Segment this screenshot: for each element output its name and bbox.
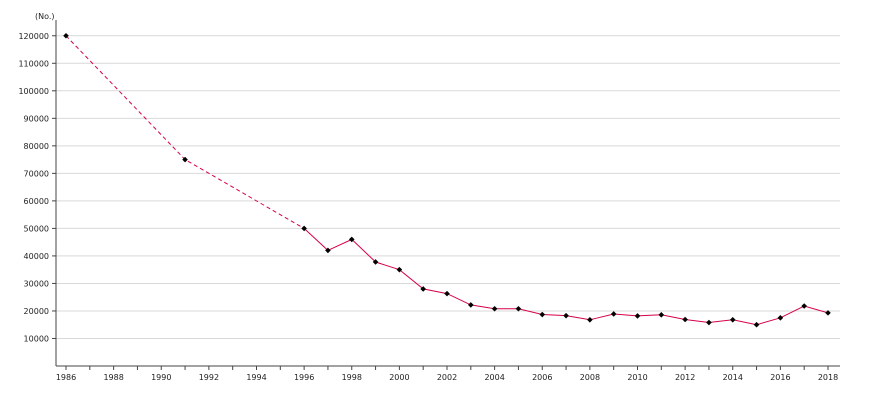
x-tick-labels: 1986 1988 1990 1992 1994 1996 1998 2000 2002 2004… — [56, 373, 838, 382]
y-tick-label: 20000 — [24, 307, 49, 316]
data-point-2015 — [753, 321, 760, 328]
series-lines — [65, 35, 829, 326]
x-tick-label: 2002 — [437, 373, 457, 382]
data-point-1998 — [348, 236, 355, 243]
data-point-2011 — [658, 312, 665, 318]
data-point-2014 — [729, 316, 736, 323]
x-tick-label: 1996 — [294, 373, 314, 382]
data-point-2009 — [610, 311, 617, 317]
x-tick-label: 2012 — [675, 373, 695, 382]
x-tick-label: 1994 — [246, 373, 266, 382]
y-tick-label: 100000 — [18, 87, 49, 96]
x-tick-label: 2000 — [389, 373, 409, 382]
data-point-2004 — [491, 305, 498, 312]
y-tick-label: 60000 — [24, 197, 49, 206]
y-tick-label: 70000 — [24, 169, 49, 178]
data-point-2018 — [825, 310, 831, 316]
x-tick-label: 2016 — [770, 373, 790, 382]
gridlines — [56, 35, 840, 339]
x-tick-label: 1998 — [342, 373, 362, 382]
data-point-2007 — [563, 312, 569, 319]
data-point-2005 — [515, 305, 522, 312]
x-tick-label: 2004 — [484, 373, 504, 382]
series-line-dashed — [65, 35, 305, 229]
x-tick-label: 1988 — [103, 373, 123, 382]
y-tick-label: 90000 — [24, 114, 49, 123]
x-tick-label: 2018 — [818, 373, 838, 382]
data-point-1997 — [325, 247, 331, 254]
data-point-2016 — [777, 315, 784, 321]
x-tick-label: 1986 — [56, 373, 76, 382]
x-tick-label: 2008 — [580, 373, 600, 382]
data-point-2002 — [444, 290, 450, 297]
data-point-2003 — [468, 302, 474, 308]
data-point-1996 — [301, 225, 307, 232]
y-tick-label: 50000 — [24, 224, 49, 233]
x-tick-label: 2006 — [532, 373, 552, 382]
data-point-1999 — [372, 259, 379, 265]
data-point-2010 — [634, 313, 641, 319]
y-tick-labels: 10000 20000 30000 40000 50000 60000 70000 80000… — [18, 32, 49, 344]
y-tick-label: 40000 — [24, 252, 49, 261]
data-point-2008 — [587, 316, 593, 323]
data-point-2006 — [539, 311, 546, 318]
y-tick-label: 30000 — [24, 279, 49, 288]
y-tick-label: 10000 — [24, 334, 49, 343]
x-tick-label: 1992 — [199, 373, 219, 382]
data-point-1991 — [182, 156, 188, 163]
y-tick-label: 80000 — [24, 142, 49, 151]
data-point-2012 — [682, 316, 688, 323]
series-line-solid — [303, 228, 829, 326]
data-point-1986 — [63, 32, 69, 39]
y-tick-label: 110000 — [18, 59, 49, 68]
data-point-2000 — [396, 266, 403, 273]
data-point-2001 — [420, 286, 426, 292]
axes — [52, 20, 840, 370]
data-point-2017 — [801, 303, 807, 309]
x-tick-label: 1990 — [151, 373, 171, 382]
y-axis-unit-label: (No.) — [35, 12, 55, 21]
x-tick-label: 2014 — [723, 373, 743, 382]
data-points — [63, 32, 831, 328]
x-tick-label: 2010 — [627, 373, 647, 382]
data-point-2013 — [706, 319, 712, 326]
y-tick-label: 120000 — [18, 32, 49, 41]
